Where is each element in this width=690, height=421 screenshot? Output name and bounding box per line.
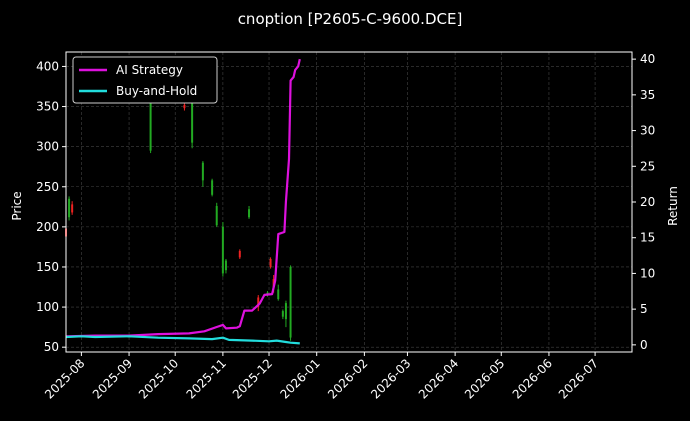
x-tick-label: 2026-03 bbox=[368, 356, 413, 401]
series-line bbox=[65, 58, 301, 338]
candle-body bbox=[289, 266, 292, 338]
x-axis: 2025-08 2025-09 2025-10 2025-11 2025-12 2026-… bbox=[42, 352, 601, 402]
candle-body bbox=[68, 198, 71, 218]
legend: AI Strategy Buy-and-Hold bbox=[72, 56, 218, 104]
x-tick-label: 2025-08 bbox=[42, 356, 87, 401]
candle-body bbox=[269, 258, 272, 267]
x-tick-label: 2026-06 bbox=[510, 356, 555, 401]
candle-body bbox=[211, 180, 214, 195]
x-tick-label: 2025-09 bbox=[90, 356, 135, 401]
candle-body bbox=[221, 226, 224, 274]
y-left-tick-label: 250 bbox=[36, 180, 59, 194]
y-axis-right-label: Return bbox=[666, 186, 680, 226]
candle-body bbox=[238, 250, 241, 258]
x-tick-label: 2026-01 bbox=[277, 356, 322, 401]
y-left-tick-label: 300 bbox=[36, 140, 59, 154]
x-tick-label: 2026-04 bbox=[416, 356, 461, 401]
y-right-tick-label: 35 bbox=[640, 88, 655, 102]
y-axis-left-label: Price bbox=[10, 191, 24, 220]
candle-body bbox=[191, 74, 194, 143]
candle-body bbox=[224, 260, 227, 271]
y-right-tick-label: 20 bbox=[640, 195, 655, 209]
chart-title: cnoption [P2605-C-9600.DCE] bbox=[238, 10, 463, 28]
y-left-tick-label: 100 bbox=[36, 300, 59, 314]
return-lines bbox=[65, 58, 301, 345]
candle-body bbox=[215, 206, 218, 226]
candle-body bbox=[257, 297, 260, 308]
y-left-tick-label: 50 bbox=[44, 340, 59, 354]
candle-body bbox=[183, 104, 186, 109]
y-left-tick-label: 400 bbox=[36, 59, 59, 73]
candle-body bbox=[71, 204, 74, 213]
legend-label: Buy-and-Hold bbox=[116, 84, 197, 98]
y-right-tick-label: 30 bbox=[640, 124, 655, 138]
y-left-tick-label: 150 bbox=[36, 260, 59, 274]
y-right-tick-label: 10 bbox=[640, 266, 655, 280]
legend-label: AI Strategy bbox=[116, 63, 183, 77]
y-left-tick-label: 200 bbox=[36, 220, 59, 234]
candle-body bbox=[248, 209, 251, 218]
x-tick-label: 2026-05 bbox=[462, 356, 507, 401]
candle-body bbox=[281, 311, 284, 317]
candle-body bbox=[277, 289, 280, 300]
x-tick-label: 2025-10 bbox=[136, 356, 181, 401]
x-tick-label: 2026-07 bbox=[556, 356, 601, 401]
x-tick-label: 2025-12 bbox=[230, 356, 275, 401]
grid-lines bbox=[66, 52, 632, 352]
series-line bbox=[65, 335, 300, 345]
legend-box bbox=[72, 56, 218, 104]
y-right-tick-label: 5 bbox=[640, 302, 648, 316]
candle-body bbox=[149, 94, 152, 151]
candle-body bbox=[284, 303, 287, 320]
y-right-tick-label: 25 bbox=[640, 159, 655, 173]
y-axis-left: 50 100 150 200 250 300 350 400 bbox=[36, 59, 66, 354]
y-right-tick-label: 0 bbox=[640, 338, 648, 352]
y-left-tick-label: 350 bbox=[36, 100, 59, 114]
y-right-tick-label: 40 bbox=[640, 52, 655, 66]
x-tick-label: 2026-02 bbox=[325, 356, 370, 401]
candle-body bbox=[201, 162, 204, 181]
x-tick-label: 2025-11 bbox=[184, 356, 229, 401]
y-right-tick-label: 15 bbox=[640, 231, 655, 245]
candlesticks bbox=[65, 70, 292, 341]
y-axis-right: 0 5 10 15 20 25 30 35 40 bbox=[632, 52, 655, 352]
